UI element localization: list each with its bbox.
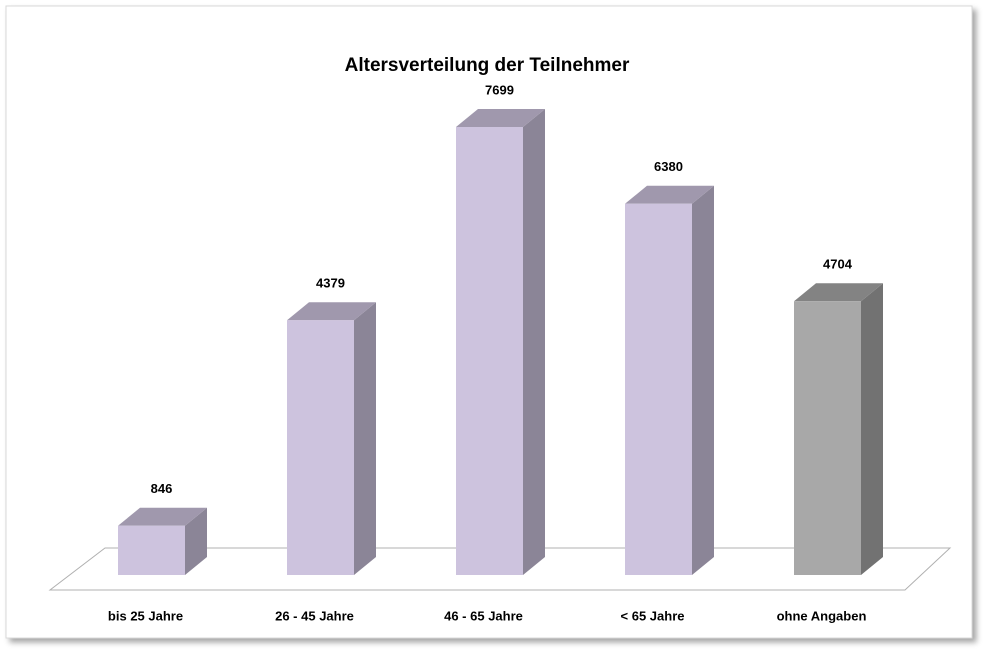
value-label: 4379 bbox=[316, 276, 345, 291]
x-tick-label: < 65 Jahre bbox=[621, 608, 685, 623]
chart-title: Altersverteilung der Teilnehmer bbox=[345, 55, 630, 76]
bar-top bbox=[625, 185, 714, 204]
bar-top bbox=[287, 302, 376, 321]
bar-top bbox=[794, 283, 883, 302]
bar-front bbox=[287, 320, 354, 575]
value-label: 7699 bbox=[485, 82, 514, 97]
bar-top bbox=[118, 507, 207, 526]
bar-side bbox=[185, 507, 207, 575]
bar bbox=[456, 109, 545, 575]
bar bbox=[625, 185, 714, 576]
bar-front bbox=[625, 203, 692, 576]
x-tick-label: ohne Angaben bbox=[777, 608, 867, 623]
x-tick-label: 46 - 65 Jahre bbox=[444, 608, 523, 623]
bar bbox=[794, 283, 883, 575]
x-tick-label: 26 - 45 Jahre bbox=[275, 608, 354, 623]
value-label: 846 bbox=[151, 481, 173, 496]
bar-side bbox=[354, 302, 376, 575]
bar-side bbox=[861, 283, 883, 575]
bar bbox=[118, 507, 207, 575]
bar-front bbox=[118, 525, 185, 575]
bar-front bbox=[456, 127, 523, 575]
bar-front bbox=[794, 301, 861, 575]
bar-side bbox=[692, 185, 714, 576]
bar-side bbox=[523, 109, 545, 575]
bar bbox=[287, 302, 376, 575]
value-label: 6380 bbox=[654, 159, 683, 174]
value-label: 4704 bbox=[823, 257, 853, 272]
bar-top bbox=[456, 109, 545, 127]
x-tick-label: bis 25 Jahre bbox=[108, 608, 183, 623]
